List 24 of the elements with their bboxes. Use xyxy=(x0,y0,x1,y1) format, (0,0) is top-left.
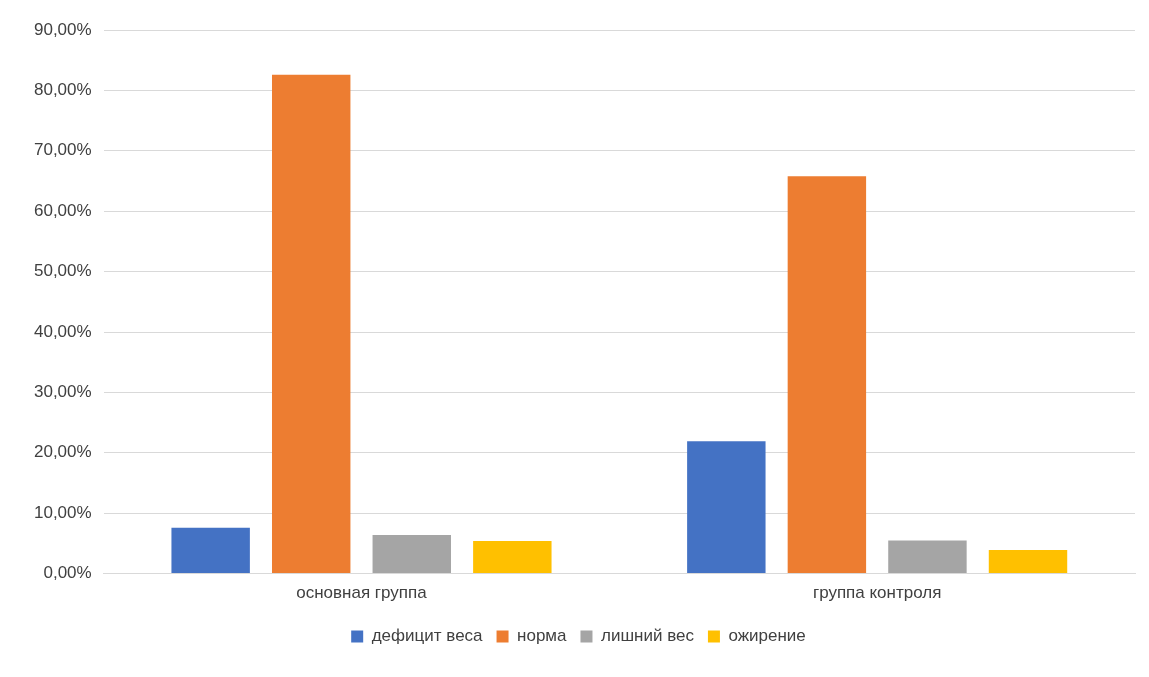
x-tick-label: группа контроля xyxy=(812,583,942,603)
y-tick-label: 70,00% xyxy=(33,140,92,160)
y-tick-label: 90,00% xyxy=(33,19,92,39)
bar xyxy=(687,441,766,574)
y-tick-label: 10,00% xyxy=(33,502,92,522)
bar xyxy=(473,540,552,574)
bar xyxy=(988,550,1068,574)
legend-label: ожирение xyxy=(728,626,806,646)
y-tick-label: 0,00% xyxy=(43,563,92,583)
bar xyxy=(372,534,451,574)
legend-label: норма xyxy=(517,626,568,646)
y-tick-label: 30,00% xyxy=(33,382,92,402)
y-tick-label: 50,00% xyxy=(33,261,92,281)
bar xyxy=(787,176,867,574)
y-tick-label: 80,00% xyxy=(33,80,92,100)
y-tick-label: 20,00% xyxy=(33,442,92,462)
bar xyxy=(272,74,351,574)
x-tick-label: основная группа xyxy=(296,583,428,603)
y-tick-label: 40,00% xyxy=(33,321,92,341)
y-tick-label: 60,00% xyxy=(33,200,92,220)
bar xyxy=(888,540,967,574)
legend-label: дефицит веса xyxy=(371,626,484,646)
legend-label: лишний вес xyxy=(600,626,695,646)
bar xyxy=(171,527,250,574)
